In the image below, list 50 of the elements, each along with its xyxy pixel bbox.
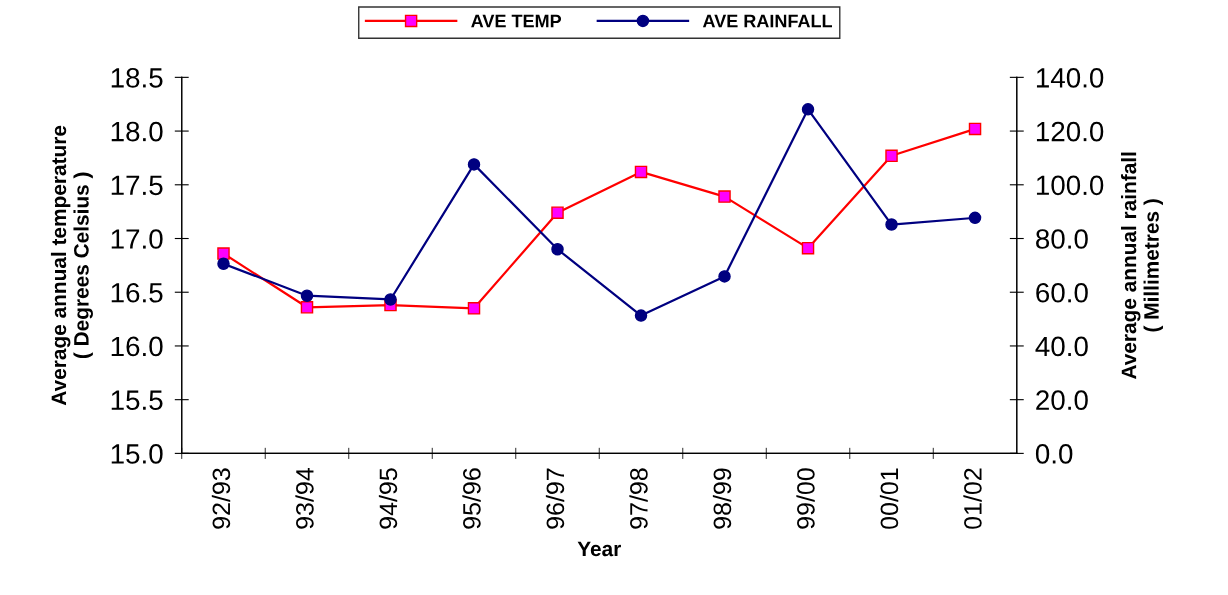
x-tick-label: 98/99 (712, 468, 732, 529)
point (718, 190, 731, 203)
y-tick-label: 15.0 (111, 444, 163, 464)
x-tick-label: 99/00 (796, 468, 815, 529)
x-tick-label: 95/96 (462, 468, 481, 529)
legend-label: AVE RAINFALL (702, 14, 833, 28)
point (634, 165, 648, 179)
y2-tick-label: 20.0 (1036, 390, 1088, 411)
point (634, 309, 648, 322)
y-tick-label: 18.0 (111, 121, 163, 142)
legend-label: AVE TEMP (471, 14, 562, 28)
point (801, 241, 815, 255)
x-tick-label: 96/97 (545, 468, 565, 529)
y2-tick-label: 0.0 (1035, 444, 1073, 464)
y-tick-label: 16.5 (111, 282, 163, 303)
point (384, 293, 397, 306)
point (300, 289, 314, 302)
point (217, 257, 230, 271)
point (885, 149, 898, 163)
x-tick-label: 00/01 (879, 468, 899, 529)
point (467, 302, 481, 315)
point (718, 270, 731, 283)
point (551, 243, 564, 256)
point (467, 158, 481, 171)
x-tick-label: 94/95 (378, 468, 398, 529)
y-tick-label: 18.5 (111, 68, 163, 88)
y2-tick-label: 40.0 (1035, 336, 1088, 357)
y2-tick-label: 120.0 (1036, 121, 1104, 142)
y2-tick-label: 100.0 (1036, 175, 1104, 196)
y-tick-label: 16.0 (111, 336, 163, 357)
y2-tick-label: 60.0 (1036, 282, 1088, 303)
point (968, 122, 982, 136)
x-tick-label: 92/93 (211, 468, 231, 529)
y-axis-title: Average annual temperature ( Degrees Celsius ) (50, 125, 93, 406)
x-tick-label: 93/94 (295, 468, 314, 529)
y-tick-label: 15.5 (111, 390, 163, 411)
x-tick-label: 01/02 (963, 468, 982, 529)
point (300, 301, 314, 314)
y2-tick-label: 140.0 (1036, 68, 1104, 88)
point (968, 211, 982, 225)
point (217, 247, 230, 260)
y2-axis-title: Average annual rainfall ( Millimetres ) (1121, 152, 1163, 380)
y-tick-label: 17.5 (111, 175, 163, 196)
point (885, 218, 898, 231)
point (551, 206, 564, 219)
point (801, 103, 815, 116)
x-tick-label: 97/98 (629, 468, 648, 529)
x-axis-title: Year (577, 541, 621, 557)
y2-tick-label: 80.0 (1036, 229, 1088, 249)
y-tick-label: 17.0 (111, 229, 163, 249)
